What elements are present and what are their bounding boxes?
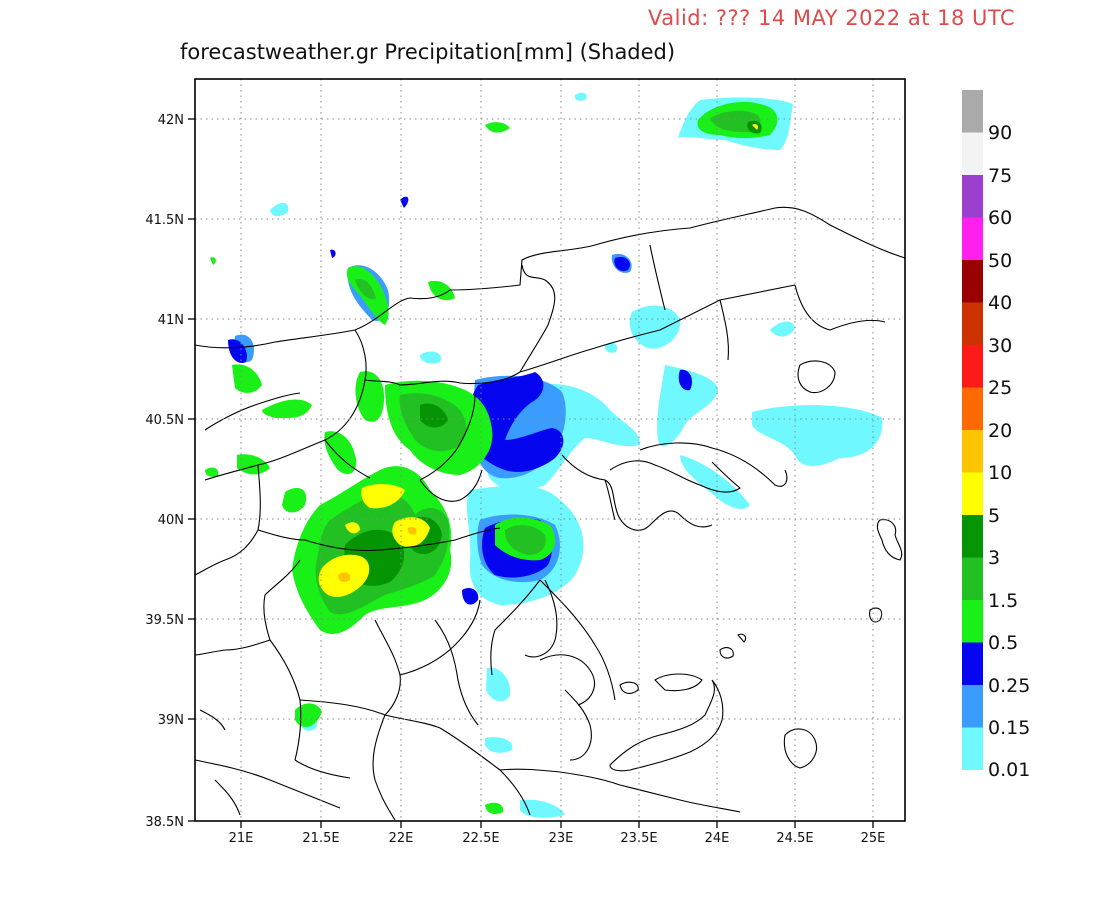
lon-tick-label: 23.5E xyxy=(620,831,657,846)
lat-tick-label: 42N xyxy=(158,113,184,128)
axis-ticks xyxy=(188,118,874,828)
lon-tick-label: 23E xyxy=(549,831,574,846)
lon-tick-label: 25E xyxy=(861,831,886,846)
colorbar-label: 1.5 xyxy=(988,590,1018,612)
colorbar-label: 20 xyxy=(988,420,1012,442)
colorbar-swatch-30 xyxy=(962,302,983,345)
colorbar-label: 5 xyxy=(988,505,1000,527)
lon-tick-label: 22E xyxy=(389,831,414,846)
map-title: forecastweather.gr Precipitation[mm] (Sh… xyxy=(180,40,676,64)
colorbar-label: 0.01 xyxy=(988,759,1030,781)
colorbar-swatch-90 xyxy=(962,90,983,133)
colorbar-swatch-0.15 xyxy=(962,685,983,728)
lon-tick-label: 21E xyxy=(229,831,254,846)
colorbar-label: 10 xyxy=(988,462,1012,484)
lat-tick-label: 38.5N xyxy=(145,815,184,830)
colorbar-swatch-50 xyxy=(962,217,983,260)
colorbar: 90 75 60 50 40 30 25 20 10 5 3 1.5 0.5 0… xyxy=(962,90,1030,781)
colorbar-swatch-3 xyxy=(962,515,983,558)
lat-tick-label: 40N xyxy=(158,513,184,528)
coastlines-and-borders xyxy=(195,206,905,821)
lat-tick-label: 39.5N xyxy=(145,613,184,628)
colorbar-label: 0.25 xyxy=(988,675,1030,697)
colorbar-label: 90 xyxy=(988,122,1012,144)
lat-tick-label: 41.5N xyxy=(145,213,184,228)
colorbar-swatch-40 xyxy=(962,260,983,303)
colorbar-swatch-75 xyxy=(962,132,983,175)
colorbar-label: 30 xyxy=(988,335,1012,357)
colorbar-swatch-0.01 xyxy=(962,727,983,770)
colorbar-label: 40 xyxy=(988,292,1012,314)
precipitation-shading xyxy=(205,92,883,818)
lat-tick-label: 41N xyxy=(158,313,184,328)
colorbar-swatch-5 xyxy=(962,472,983,515)
colorbar-swatch-60 xyxy=(962,175,983,218)
valid-time-label: Valid: ??? 14 MAY 2022 at 18 UTC xyxy=(648,6,1016,30)
colorbar-swatch-25 xyxy=(962,345,983,388)
colorbar-swatch-0.25 xyxy=(962,642,983,685)
colorbar-label: 50 xyxy=(988,250,1012,272)
colorbar-swatch-10 xyxy=(962,430,983,473)
lon-tick-label: 24.5E xyxy=(776,831,813,846)
colorbar-swatch-0.5 xyxy=(962,600,983,643)
colorbar-swatch-1.5 xyxy=(962,557,983,600)
latitude-labels: 42N 41.5N 41N 40.5N 40N 39.5N 39N 38.5N xyxy=(145,113,184,830)
colorbar-label: 25 xyxy=(988,377,1012,399)
lat-tick-label: 39N xyxy=(158,713,184,728)
lon-tick-label: 24E xyxy=(705,831,730,846)
colorbar-label: 0.5 xyxy=(988,632,1018,654)
map-frame xyxy=(194,78,906,822)
colorbar-label: 75 xyxy=(988,165,1012,187)
colorbar-swatch-20 xyxy=(962,387,983,430)
longitude-labels: 21E 21.5E 22E 22.5E 23E 23.5E 24E 24.5E … xyxy=(229,831,886,846)
lon-tick-label: 21.5E xyxy=(302,831,339,846)
colorbar-label: 0.15 xyxy=(988,717,1030,739)
lon-tick-label: 22.5E xyxy=(462,831,499,846)
lat-tick-label: 40.5N xyxy=(145,413,184,428)
colorbar-label: 60 xyxy=(988,207,1012,229)
colorbar-label: 3 xyxy=(988,547,1000,569)
